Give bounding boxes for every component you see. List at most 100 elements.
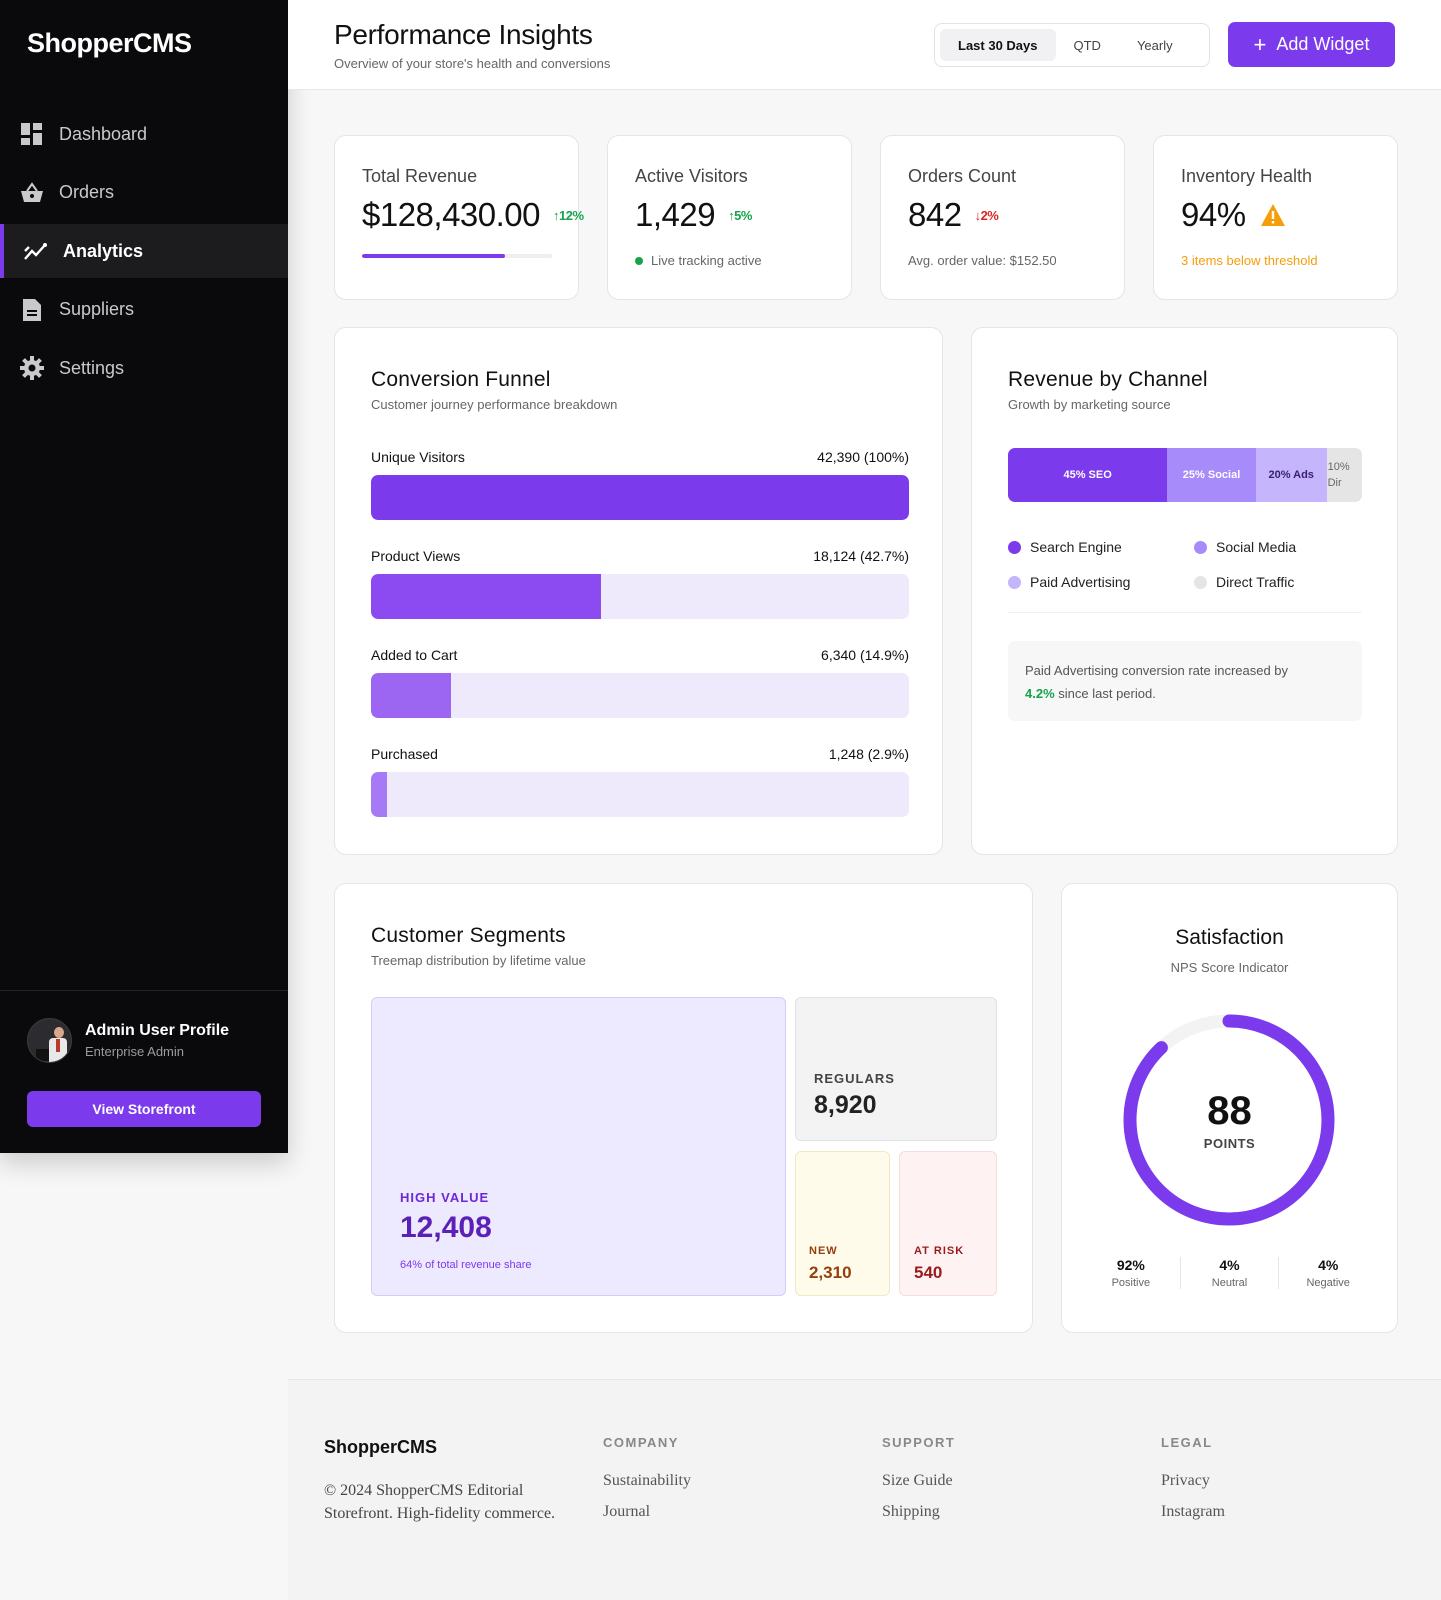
channel-segment-seo[interactable]: 45% SEO — [1008, 448, 1168, 502]
range-qtd[interactable]: QTD — [1073, 37, 1101, 53]
sidebar-item-dashboard[interactable]: Dashboard — [0, 107, 288, 161]
card-subtitle: Customer journey performance breakdown — [371, 397, 618, 412]
range-yearly[interactable]: Yearly — [1136, 37, 1173, 53]
footer-link-size-guide[interactable]: Size Guide — [882, 1472, 953, 1489]
legend-label: Social Media — [1216, 539, 1297, 555]
kpi-number: 1,429 — [635, 196, 716, 233]
legend-item: Direct Traffic — [1194, 574, 1362, 590]
kpi-card-orders[interactable]: Orders Count 842 ↓2% Avg. order value: $… — [880, 135, 1125, 300]
segment-label: REGULARS — [814, 1071, 895, 1086]
card-subtitle: NPS Score Indicator — [1170, 960, 1289, 975]
revenue-progress-fill — [362, 254, 505, 258]
legend-item: Search Engine — [1008, 539, 1194, 555]
stat-value: 4% — [1219, 1257, 1240, 1273]
footer-column-support: SUPPORT Size Guide Shipping — [882, 1435, 955, 1534]
stat-value: 92% — [1116, 1257, 1145, 1273]
stat-positive: 92% Positive — [1082, 1257, 1181, 1289]
legend-swatch — [1194, 540, 1207, 554]
divider — [1008, 612, 1362, 613]
channel-segment-social[interactable]: 25% Social — [1167, 448, 1256, 502]
view-storefront-button[interactable]: View Storefront — [27, 1091, 261, 1127]
conversion-funnel-card: Conversion Funnel Customer journey perfo… — [334, 327, 943, 855]
avg-order-value: Avg. order value: $152.50 — [908, 253, 1057, 268]
range-last-30-days[interactable]: Last 30 Days — [940, 29, 1056, 61]
kpi-value: 94% — [1181, 196, 1286, 234]
card-title: Satisfaction — [1175, 926, 1284, 949]
footer-link-shipping[interactable]: Shipping — [882, 1503, 940, 1520]
channel-stacked-bar: 45% SEO 25% Social 20% Ads 10% Dir — [1008, 448, 1362, 502]
stat-label: Negative — [1306, 1277, 1350, 1289]
stat-label: Positive — [1111, 1277, 1151, 1289]
channel-segment-direct[interactable]: 10% Dir — [1326, 448, 1362, 502]
segment-at-risk[interactable]: AT RISK 540 — [899, 1151, 997, 1296]
avatar — [27, 1018, 72, 1063]
sidebar-item-label: Suppliers — [59, 299, 135, 319]
live-status: Live tracking active — [635, 253, 762, 268]
segment-note: 64% of total revenue share — [400, 1259, 532, 1271]
stat-value: 4% — [1318, 1257, 1339, 1273]
funnel-stage: Product Views 18,124 (42.7%) — [371, 548, 909, 619]
kpi-number: 94% — [1181, 196, 1246, 233]
trend-down-badge: ↓2% — [974, 207, 999, 223]
page-header: Performance Insights Overview of your st… — [288, 0, 1441, 90]
gauge-arc — [1123, 1014, 1335, 1226]
document-icon — [20, 298, 44, 322]
card-title: Conversion Funnel — [371, 368, 551, 391]
footer-column-heading: COMPANY — [603, 1435, 679, 1450]
live-dot-icon — [635, 256, 643, 265]
footer-link-sustainability[interactable]: Sustainability — [603, 1472, 691, 1489]
segment-high-value[interactable]: HIGH VALUE 12,408 64% of total revenue s… — [371, 997, 786, 1296]
stat-label: Neutral — [1211, 1277, 1248, 1289]
app-logo[interactable]: ShopperCMS — [27, 28, 192, 58]
kpi-label: Total Revenue — [362, 166, 478, 186]
date-range-selector: Last 30 Days QTD Yearly — [934, 23, 1210, 67]
sidebar-divider — [0, 990, 288, 991]
channel-segment-ads[interactable]: 20% Ads — [1255, 448, 1327, 502]
stage-bar — [371, 673, 909, 718]
sidebar-item-orders[interactable]: Orders — [0, 166, 288, 220]
footer-link-privacy[interactable]: Privacy — [1161, 1472, 1210, 1489]
segment-label: NEW — [809, 1245, 838, 1257]
segment-new[interactable]: NEW 2,310 — [795, 1151, 890, 1296]
nps-gauge — [1123, 1014, 1335, 1226]
kpi-label: Orders Count — [908, 166, 1017, 186]
segment-value: 8,920 — [814, 1091, 877, 1119]
kpi-card-revenue[interactable]: Total Revenue $128,430.00 ↑12% — [334, 135, 584, 300]
dashboard-icon — [20, 122, 44, 146]
stage-bar-fill — [371, 574, 601, 619]
kpi-card-inventory[interactable]: Inventory Health 94% 3 items below thres… — [1153, 135, 1398, 300]
segment-label: AT RISK — [914, 1245, 965, 1257]
stage-value: 18,124 (42.7%) — [813, 548, 909, 564]
segment-regulars[interactable]: REGULARS 8,920 — [795, 997, 997, 1141]
sidebar-item-settings[interactable]: Settings — [0, 341, 288, 395]
stage-label: Added to Cart — [371, 647, 458, 663]
card-title: Customer Segments — [371, 924, 566, 947]
legend-item: Social Media — [1194, 539, 1362, 555]
kpi-number: 842 — [908, 196, 962, 233]
segment-value: 2,310 — [809, 1263, 852, 1282]
channel-insight: Paid Advertising conversion rate increas… — [1008, 641, 1362, 721]
add-widget-button[interactable]: + Add Widget — [1228, 22, 1395, 67]
gear-icon — [20, 356, 44, 380]
footer-link-instagram[interactable]: Instagram — [1161, 1503, 1225, 1520]
live-status-text: Live tracking active — [651, 253, 762, 268]
legend-label: Direct Traffic — [1216, 574, 1295, 590]
sidebar-item-analytics[interactable]: Analytics — [0, 224, 288, 278]
stage-bar — [371, 772, 909, 817]
funnel-stage: Unique Visitors 42,390 (100%) — [371, 449, 909, 520]
stat-negative: 4% Negative — [1279, 1257, 1377, 1289]
sidebar-item-label: Settings — [59, 357, 125, 378]
revenue-by-channel-card: Revenue by Channel Growth by marketing s… — [971, 327, 1398, 855]
profile-role: Enterprise Admin — [85, 1044, 184, 1059]
footer-link-journal[interactable]: Journal — [603, 1503, 651, 1520]
plus-icon: + — [1253, 31, 1267, 57]
sidebar-item-label: Dashboard — [59, 123, 148, 144]
kpi-card-visitors[interactable]: Active Visitors 1,429 ↑5% Live tracking … — [607, 135, 852, 300]
stat-neutral: 4% Neutral — [1181, 1257, 1280, 1289]
insight-text: Paid Advertising conversion rate increas… — [1025, 663, 1289, 678]
insight-text-end: since last period. — [1058, 686, 1156, 701]
funnel-stage: Purchased 1,248 (2.9%) — [371, 746, 909, 817]
user-profile[interactable]: Admin User Profile Enterprise Admin — [27, 1018, 229, 1063]
nps-unit: POINTS — [1203, 1136, 1256, 1151]
sidebar-item-suppliers[interactable]: Suppliers — [0, 283, 288, 337]
